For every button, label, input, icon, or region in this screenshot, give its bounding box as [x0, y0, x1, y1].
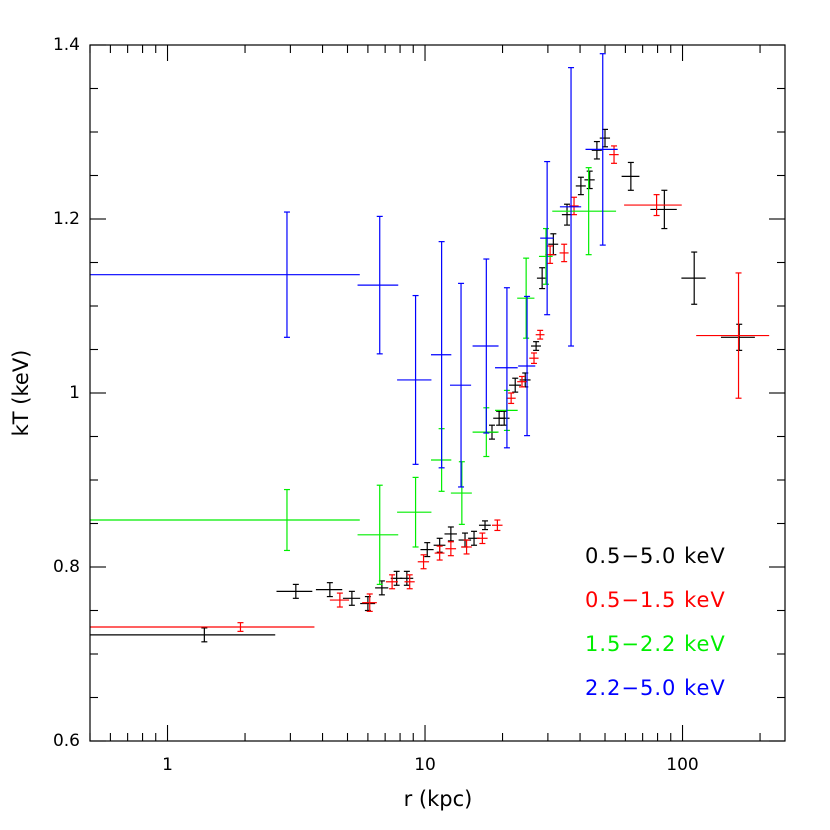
- y-tick-label: 0.8: [53, 557, 80, 577]
- x-tick-label: 100: [666, 755, 698, 775]
- y-tick-label: 1.4: [53, 35, 80, 55]
- legend-entry: 0.5−1.5 keV: [585, 588, 726, 612]
- legend-entry: 1.5−2.2 keV: [585, 632, 726, 656]
- legend-entry: 0.5−5.0 keV: [585, 544, 726, 568]
- y-tick-label: 1.2: [53, 209, 80, 229]
- y-tick-label: 1: [69, 383, 80, 403]
- x-axis-label: r (kpc): [404, 787, 473, 811]
- x-tick-label: 1: [162, 755, 173, 775]
- plot-area: [90, 53, 770, 643]
- y-axis-label: kT (keV): [9, 350, 33, 437]
- y-tick-label: 0.6: [53, 731, 80, 751]
- x-tick-label: 10: [414, 755, 436, 775]
- legend-entry: 2.2−5.0 keV: [585, 676, 726, 700]
